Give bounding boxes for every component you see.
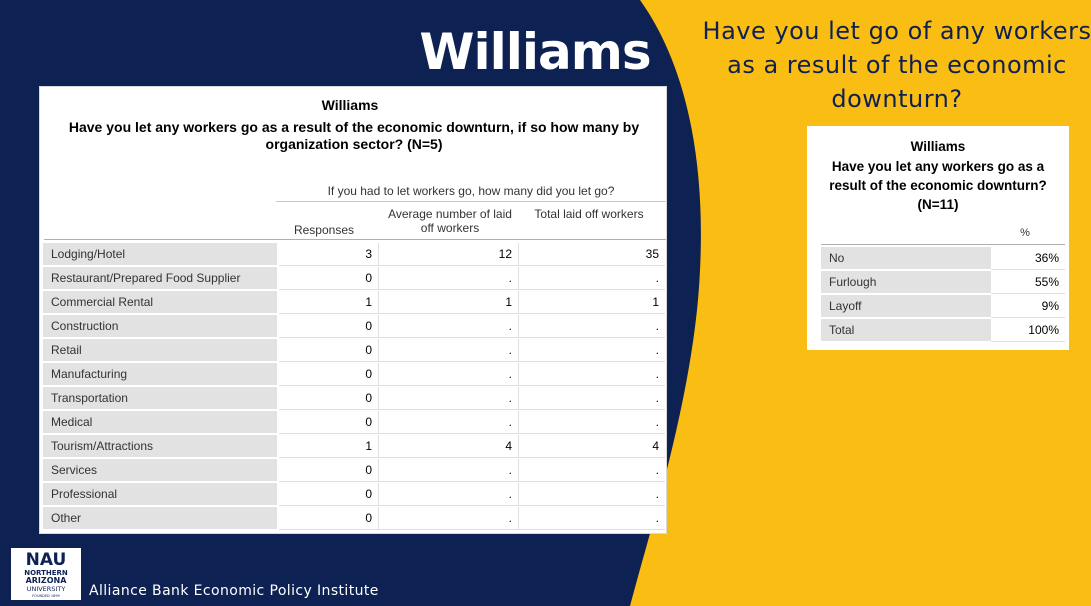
responses-cell: 0 <box>279 387 379 410</box>
column-header-total: Total laid off workers <box>534 207 644 221</box>
average-cell: 1 <box>379 291 519 314</box>
average-cell: . <box>379 411 519 434</box>
responses-cell: 1 <box>279 291 379 314</box>
total-cell: 35 <box>519 243 665 266</box>
average-cell: . <box>379 315 519 338</box>
responses-cell: 0 <box>279 411 379 434</box>
row-label: Services <box>43 459 277 482</box>
percent-cell: 55% <box>991 271 1065 294</box>
percent-cell: 36% <box>991 247 1065 270</box>
table-body: Lodging/Hotel 3 12 35 Restaurant/Prepared Fo… <box>43 243 665 531</box>
table-row: Services 0.. <box>43 459 665 483</box>
table-row: Transportation 0.. <box>43 387 665 411</box>
table-description: Have you let any workers go as a result … <box>829 159 1047 212</box>
row-label: No <box>821 247 991 270</box>
table-title: Williams <box>910 139 966 154</box>
row-label: Furlough <box>821 271 991 294</box>
responses-cell: 0 <box>279 459 379 482</box>
header-divider <box>44 239 666 240</box>
responses-cell: 1 <box>279 435 379 458</box>
column-header-responses: Responses <box>293 223 355 237</box>
responses-cell: 3 <box>279 243 379 266</box>
row-label: Tourism/Attractions <box>43 435 277 458</box>
percent-cell: 9% <box>991 295 1065 318</box>
row-label: Professional <box>43 483 277 506</box>
total-cell: . <box>519 411 665 434</box>
responses-cell: 0 <box>279 339 379 362</box>
nau-logo: NAU NORTHERN ARIZONA UNIVERSITY FOUNDED … <box>11 548 81 600</box>
total-cell: . <box>519 459 665 482</box>
table-row: Retail 0.. <box>43 339 665 363</box>
row-label: Manufacturing <box>43 363 277 386</box>
total-cell: . <box>519 507 665 530</box>
logo-text: NORTHERN <box>24 569 68 577</box>
table-body: No 36% Furlough 55% Layoff 9% Total 100% <box>821 247 1065 343</box>
percent-cell: 100% <box>991 319 1065 342</box>
responses-cell: 0 <box>279 483 379 506</box>
header-divider <box>276 201 666 202</box>
total-cell: . <box>519 387 665 410</box>
layoff-summary-table: Williams Have you let any workers go as … <box>807 126 1069 350</box>
average-cell: 12 <box>379 243 519 266</box>
average-cell: . <box>379 387 519 410</box>
logo-text: ARIZONA <box>26 576 68 585</box>
average-cell: . <box>379 459 519 482</box>
responses-cell: 0 <box>279 315 379 338</box>
total-cell: . <box>519 339 665 362</box>
table-row: Lodging/Hotel 3 12 35 <box>43 243 665 267</box>
table-row: Restaurant/Prepared Food Supplier 0.. <box>43 267 665 291</box>
column-group-header: If you had to let workers go, how many d… <box>327 184 615 198</box>
total-cell: . <box>519 315 665 338</box>
responses-cell: 0 <box>279 363 379 386</box>
row-label: Commercial Rental <box>43 291 277 314</box>
total-cell: 1 <box>519 291 665 314</box>
column-header-percent: % <box>1020 227 1030 239</box>
average-cell: . <box>379 363 519 386</box>
slide-question: Have you let go of any workers as a resu… <box>702 17 1091 113</box>
average-cell: . <box>379 339 519 362</box>
table-row: Medical 0.. <box>43 411 665 435</box>
header-divider <box>821 244 1065 245</box>
total-cell: 4 <box>519 435 665 458</box>
row-label: Other <box>43 507 277 530</box>
table-row: Manufacturing 0.. <box>43 363 665 387</box>
row-label: Transportation <box>43 387 277 410</box>
table-row: Layoff 9% <box>821 295 1065 319</box>
responses-cell: 0 <box>279 267 379 290</box>
table-row: Other 0.. <box>43 507 665 531</box>
average-cell: . <box>379 267 519 290</box>
average-cell: . <box>379 507 519 530</box>
logo-text: FOUNDED 1899 <box>32 594 60 598</box>
table-title: Williams <box>321 97 379 113</box>
table-description: Have you let any workers go as a result … <box>68 119 640 152</box>
row-label: Lodging/Hotel <box>43 243 277 266</box>
sector-layoffs-table: Williams Have you let any workers go as … <box>39 86 667 534</box>
row-label: Medical <box>43 411 277 434</box>
table-row: Total 100% <box>821 319 1065 343</box>
logo-text: NAU <box>26 550 67 570</box>
average-cell: . <box>379 483 519 506</box>
table-row: Construction 0.. <box>43 315 665 339</box>
table-row: Tourism/Attractions 1 4 4 <box>43 435 665 459</box>
logo-text: UNIVERSITY <box>27 585 66 593</box>
row-label: Construction <box>43 315 277 338</box>
table-row: Professional 0.. <box>43 483 665 507</box>
footer-institute-name: Alliance Bank Economic Policy Institute <box>89 583 379 599</box>
row-label: Total <box>821 319 991 342</box>
total-cell: . <box>519 267 665 290</box>
slide-title: Williams <box>419 23 651 81</box>
total-cell: . <box>519 363 665 386</box>
row-label: Layoff <box>821 295 991 318</box>
table-row: Furlough 55% <box>821 271 1065 295</box>
row-label: Restaurant/Prepared Food Supplier <box>43 267 277 290</box>
table-row: No 36% <box>821 247 1065 271</box>
row-label: Retail <box>43 339 277 362</box>
responses-cell: 0 <box>279 507 379 530</box>
average-cell: 4 <box>379 435 519 458</box>
total-cell: . <box>519 483 665 506</box>
table-row: Commercial Rental 1 1 1 <box>43 291 665 315</box>
column-header-average: Average number of laid off workers <box>388 207 512 235</box>
